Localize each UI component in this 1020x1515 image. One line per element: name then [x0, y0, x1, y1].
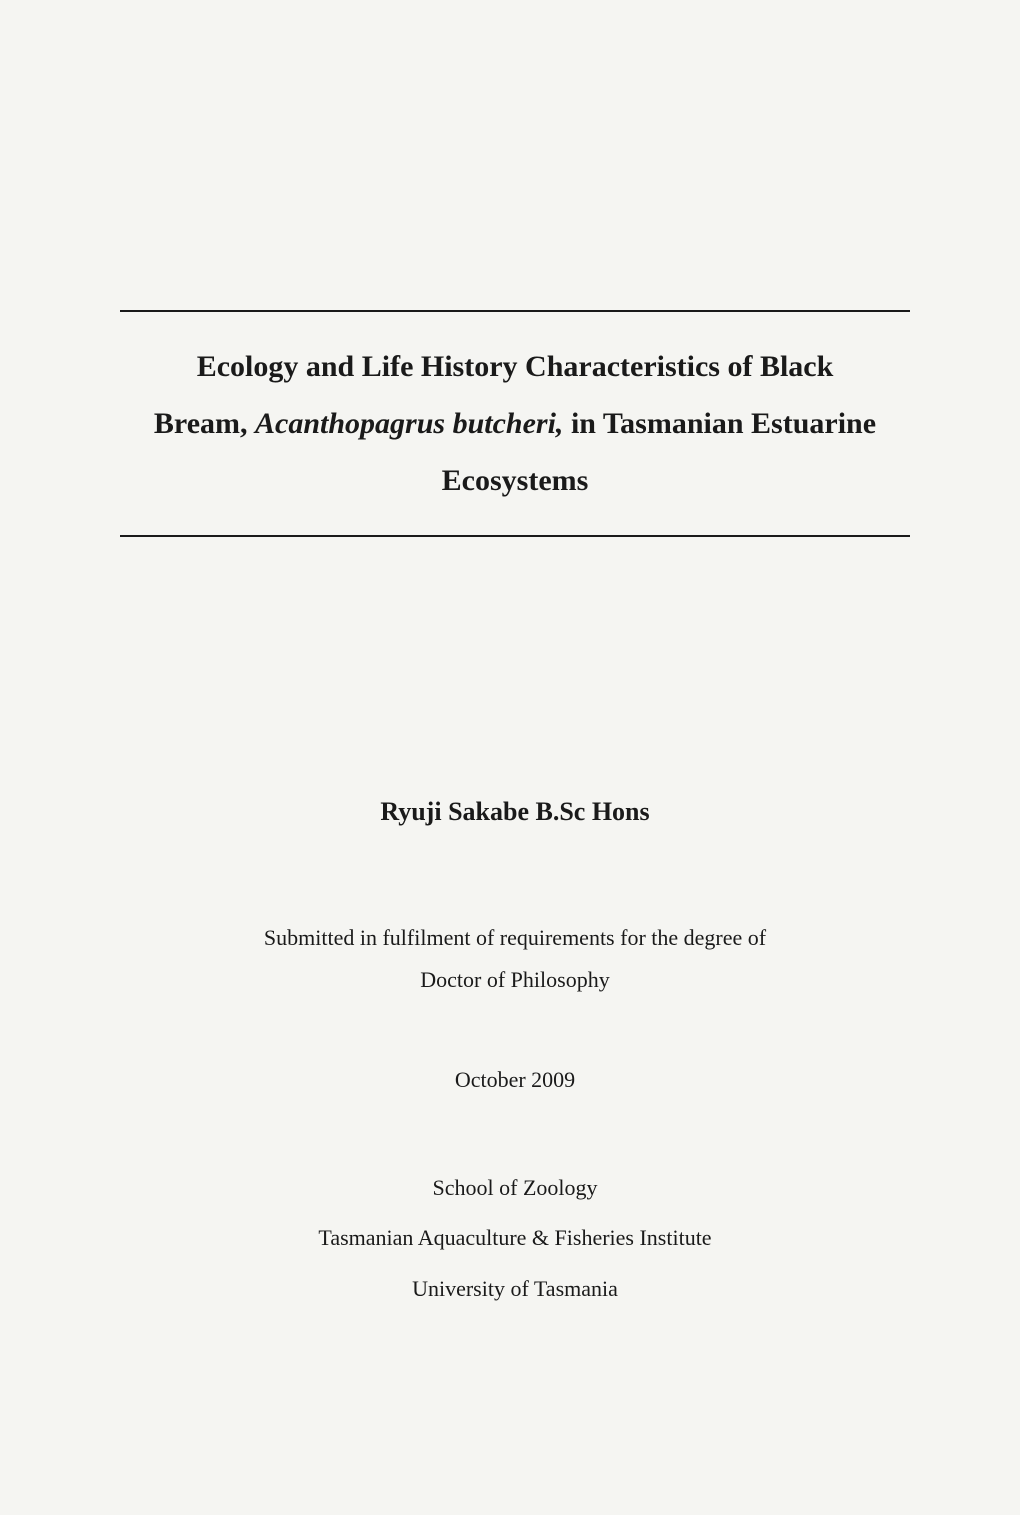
- affiliation-block: School of Zoology Tasmanian Aquaculture …: [120, 1163, 910, 1315]
- fulfilment-line-1: Submitted in fulfilment of requirements …: [120, 917, 910, 959]
- title-block: Ecology and Life History Characteristics…: [120, 310, 910, 537]
- fulfilment-line-2: Doctor of Philosophy: [120, 959, 910, 1001]
- author-name: Ryuji Sakabe B.Sc Hons: [120, 797, 910, 827]
- submission-date: October 2009: [120, 1067, 910, 1093]
- affiliation-university: University of Tasmania: [120, 1264, 910, 1315]
- title-line-3: Ecosystems: [120, 452, 910, 509]
- affiliation-school: School of Zoology: [120, 1163, 910, 1214]
- fulfilment-block: Submitted in fulfilment of requirements …: [120, 917, 910, 1001]
- title-wrap: Ecology and Life History Characteristics…: [120, 312, 910, 535]
- affiliation-institute: Tasmanian Aquaculture & Fisheries Instit…: [120, 1213, 910, 1264]
- title-line-2-suffix: in Tasmanian Estuarine: [563, 407, 876, 440]
- title-line-2-italic: Acanthopagrus butcheri,: [255, 407, 563, 440]
- thesis-title-page: Ecology and Life History Characteristics…: [0, 0, 1020, 1515]
- title-line-2-prefix: Bream,: [154, 407, 255, 440]
- rule-bottom: [120, 535, 910, 537]
- title-line-2: Bream, Acanthopagrus butcheri, in Tasman…: [120, 395, 910, 452]
- title-line-1: Ecology and Life History Characteristics…: [120, 338, 910, 395]
